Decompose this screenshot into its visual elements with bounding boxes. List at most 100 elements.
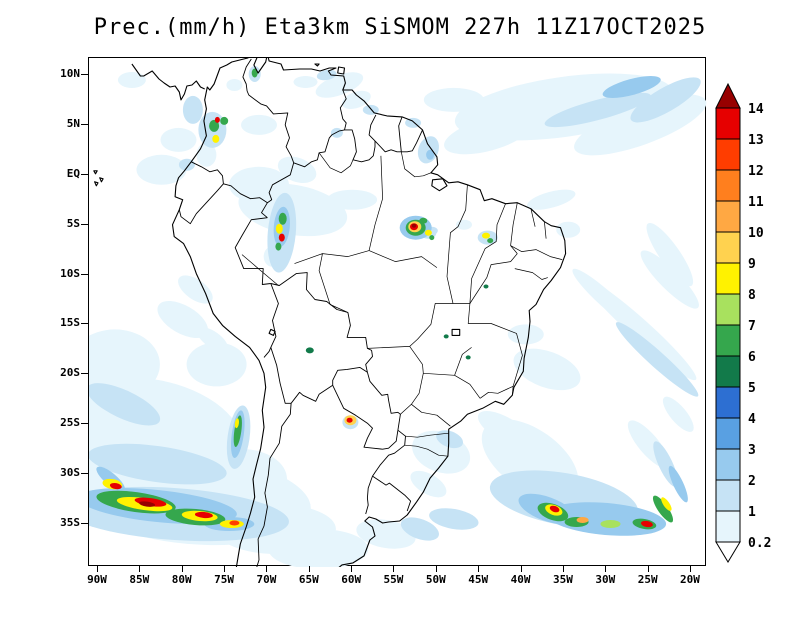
state-border	[423, 372, 481, 399]
lat-axis-tick	[81, 223, 88, 225]
lon-axis-tick	[351, 566, 353, 572]
precip-shaded-cell	[226, 79, 243, 91]
colorbar-tick-label: 8	[748, 288, 756, 303]
state-border	[453, 203, 506, 304]
precip-shaded-cell	[615, 322, 699, 397]
lon-axis-tick	[647, 566, 649, 572]
precip-shaded-cell	[507, 324, 544, 345]
precip-shaded-cell	[410, 470, 447, 498]
lon-axis-tick	[562, 566, 564, 572]
plot-title: Prec.(mm/h) Eta3km SiSMOM 227h 11Z17OCT2…	[93, 15, 707, 40]
island-or-lake-outline	[94, 181, 99, 187]
precip-shaded-cell	[194, 511, 213, 519]
state-border	[544, 221, 547, 239]
lon-axis-tick	[308, 566, 310, 572]
country-border	[223, 183, 268, 219]
precip-shaded-cell	[483, 284, 489, 289]
precip-shaded-cell	[139, 501, 156, 507]
country-border	[398, 116, 403, 152]
precip-shaded-cell	[668, 465, 688, 503]
precip-shaded-cell	[220, 116, 229, 125]
country-border	[339, 89, 347, 131]
colorbar-top-triangle	[715, 82, 741, 109]
precip-shaded-cell	[157, 300, 208, 339]
precip-shaded-cell	[426, 149, 435, 160]
precip-shaded-cell	[182, 95, 203, 124]
colorbar-tick-label: 6	[748, 350, 756, 365]
precip-shaded-cell	[662, 396, 694, 432]
lat-tick-label: 5N	[66, 116, 80, 130]
lon-axis-tick	[689, 566, 691, 572]
country-border	[263, 283, 279, 358]
precip-shaded-cell	[109, 482, 122, 490]
precip-shaded-cell	[600, 520, 621, 528]
precip-shaded-cell	[89, 383, 161, 426]
lon-tick-label: 60W	[341, 573, 362, 586]
island-or-lake-outline	[314, 63, 320, 67]
lat-tick-label: 10N	[60, 67, 80, 80]
precip-shaded-cell	[234, 418, 239, 429]
lat-tick-label: 35S	[60, 516, 80, 529]
precip-shaded-cell	[104, 447, 143, 472]
precip-shaded-cell	[423, 87, 484, 112]
precip-shaded-cell	[278, 233, 285, 242]
country-border	[372, 429, 406, 477]
lon-axis-tick	[478, 566, 480, 572]
precip-shaded-cell	[178, 275, 213, 304]
precip-shaded-cell	[572, 268, 641, 331]
colorbar-segment	[715, 231, 741, 264]
colorbar-segment	[715, 324, 741, 357]
colorbar-legend: 14 13 12 11 10 9 8 7 6 5 4 3 2 1 0.2	[715, 82, 771, 563]
state-border	[411, 404, 451, 427]
state-border	[405, 432, 449, 438]
state-border	[400, 151, 432, 178]
lat-axis-tick	[81, 473, 88, 475]
lat-axis-tick	[81, 323, 88, 325]
lat-axis-tick	[81, 74, 88, 75]
precip-shaded-cell	[400, 517, 440, 541]
lat-axis-tick	[81, 123, 88, 125]
lat-axis-tick	[81, 273, 88, 275]
colorbar-segment	[715, 200, 741, 233]
colorbar-segment	[715, 107, 741, 140]
country-border	[234, 217, 271, 285]
precip-shaded-cell	[342, 90, 371, 110]
precip-shaded-cell	[278, 212, 287, 225]
precip-shaded-cell	[346, 417, 353, 423]
coastline-south-america	[171, 58, 567, 567]
precip-shaded-cell	[117, 72, 146, 88]
island-or-lake-outline	[93, 170, 98, 175]
lon-tick-label: 20W	[680, 573, 700, 586]
colorbar-tick-label: 7	[748, 319, 756, 334]
lon-tick-label: 80W	[171, 573, 192, 586]
country-border	[332, 366, 368, 386]
colorbar-segment	[715, 386, 741, 419]
lon-axis-tick	[605, 566, 607, 572]
country-border	[372, 475, 412, 512]
lon-tick-label: 30W	[595, 573, 616, 586]
colorbar-tick-label: 12	[748, 164, 764, 179]
precip-shaded-cell	[214, 116, 220, 123]
precip-shaded-cell	[556, 221, 581, 238]
precip-shaded-cell	[482, 232, 490, 239]
precip-shaded-cell	[330, 127, 343, 138]
state-border	[241, 254, 279, 286]
lon-axis-tick	[266, 566, 268, 572]
precip-shaded-cell	[487, 238, 494, 244]
lat-tick-label: 10S	[60, 266, 80, 280]
country-border	[293, 129, 345, 168]
island-or-lake-outline	[337, 66, 346, 75]
precip-shaded-cell	[327, 189, 378, 210]
lat-axis-tick	[81, 173, 88, 175]
state-border	[368, 155, 383, 251]
country-border	[270, 347, 292, 404]
precip-shaded-cell	[456, 219, 472, 230]
state-border	[467, 303, 517, 334]
map-frame	[88, 57, 707, 567]
lat-tick-label: 5S	[66, 216, 80, 230]
precip-shaded-cell	[136, 154, 187, 185]
precip-shaded-cell	[160, 127, 197, 152]
colorbar-tick-label: 4	[748, 412, 756, 427]
lon-tick-label: 90W	[87, 573, 107, 586]
